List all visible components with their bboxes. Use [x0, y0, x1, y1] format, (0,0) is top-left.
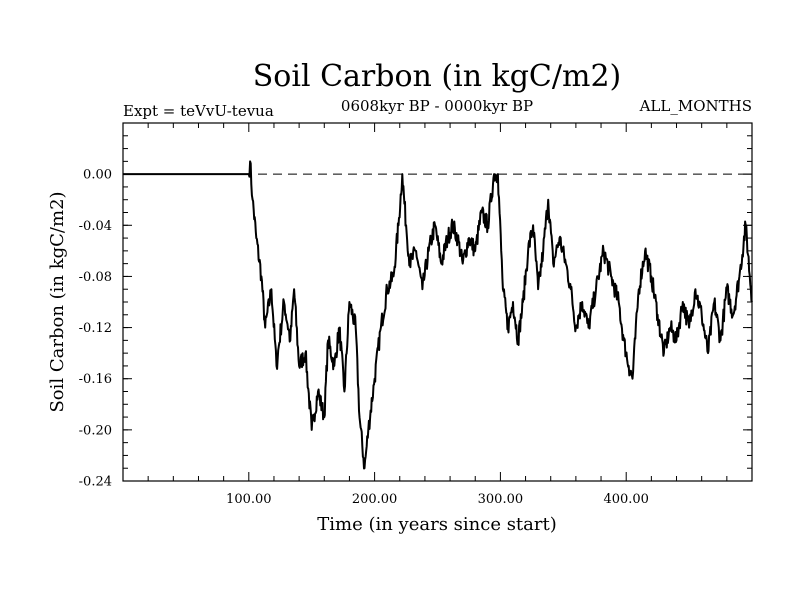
- y-tick-label: 0.00: [83, 168, 112, 183]
- x-tick-label: 200.00: [352, 492, 398, 507]
- chart-title: Soil Carbon (in kgC/m2): [253, 59, 621, 94]
- x-axis-title: Time (in years since start): [317, 514, 557, 535]
- time-range-label: 0608kyr BP - 0000kyr BP: [341, 97, 533, 115]
- y-tick-label: -0.20: [79, 423, 112, 438]
- y-tick-label: -0.16: [79, 372, 112, 387]
- y-tick-label: -0.24: [79, 475, 112, 490]
- x-axis-ticks: 100.00 200.00 300.00 400.00: [147, 123, 728, 507]
- plot-frame: [122, 122, 753, 482]
- months-label: ALL_MONTHS: [639, 97, 752, 115]
- y-axis-ticks: 0.00 -0.04 -0.08 -0.12 -0.16 -0.20 -0.24: [79, 122, 752, 490]
- y-tick-label: -0.08: [79, 270, 112, 285]
- y-axis-title: Soil Carbon (in kgC/m2): [47, 191, 68, 412]
- x-tick-label: 300.00: [478, 492, 524, 507]
- y-tick-label: -0.04: [79, 219, 112, 234]
- x-tick-label: 400.00: [603, 492, 649, 507]
- series-line: [123, 160, 753, 470]
- y-tick-label: -0.12: [79, 321, 112, 336]
- experiment-label: Expt = teVvU-tevua: [123, 102, 274, 120]
- x-tick-label: 100.00: [226, 492, 272, 507]
